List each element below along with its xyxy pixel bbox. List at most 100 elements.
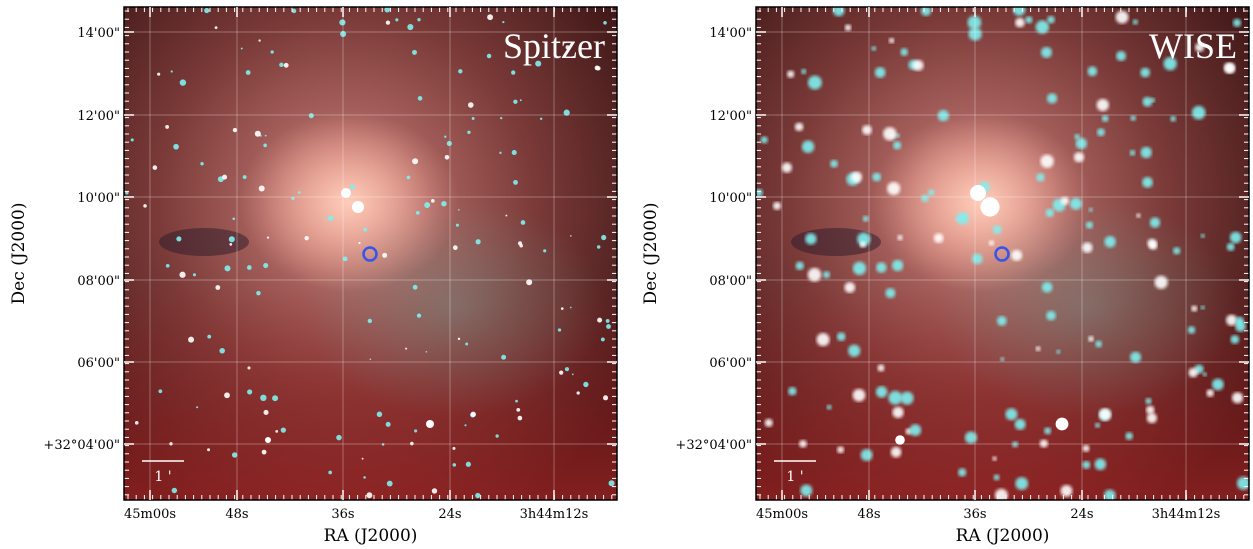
y-tick-label: 14'00" [709, 26, 752, 41]
star [852, 388, 866, 402]
star [179, 271, 186, 278]
star [291, 196, 295, 201]
sky-image [124, 7, 617, 500]
star [933, 233, 944, 244]
star [535, 60, 542, 67]
star [1015, 477, 1029, 490]
x-tick-label: 24s [1070, 507, 1093, 522]
star [430, 199, 435, 203]
star [342, 256, 348, 262]
star [452, 245, 458, 251]
star [444, 154, 450, 160]
star [272, 395, 279, 402]
star [756, 188, 763, 197]
star [467, 130, 471, 135]
star [431, 488, 438, 494]
star [1082, 444, 1090, 452]
star [996, 316, 1007, 326]
star [1088, 207, 1093, 212]
star [395, 18, 399, 22]
star [1145, 397, 1152, 405]
star [1074, 133, 1081, 140]
star [1047, 15, 1055, 24]
bright-star [426, 420, 434, 428]
star [1088, 335, 1094, 342]
star [1012, 441, 1019, 448]
star [605, 319, 610, 323]
frame [755, 6, 1250, 501]
star [263, 143, 267, 148]
star [169, 442, 173, 446]
y-tick-label: 06'00" [709, 356, 752, 371]
star [1014, 418, 1026, 430]
star [446, 140, 452, 147]
star [608, 480, 615, 487]
star [487, 14, 494, 21]
star [569, 234, 572, 237]
x-tick-label: 36s [331, 507, 354, 522]
star [505, 214, 508, 217]
x-axis-label: RA (J2000) [324, 526, 418, 546]
star [232, 127, 238, 133]
star [464, 424, 467, 427]
star [245, 70, 251, 75]
star [826, 404, 832, 410]
star [1146, 412, 1158, 424]
star [261, 449, 267, 455]
star [1046, 310, 1056, 321]
star [993, 474, 1000, 481]
star [877, 364, 885, 372]
bright-star [895, 435, 905, 445]
star [207, 448, 211, 452]
y-tick-label: 12'00" [77, 109, 120, 124]
star [176, 236, 182, 242]
star [381, 443, 385, 446]
star [1015, 17, 1025, 28]
star [895, 133, 900, 138]
star [1082, 460, 1091, 469]
star [376, 411, 383, 417]
star [1170, 115, 1177, 122]
star [958, 468, 967, 477]
star [297, 191, 301, 194]
star [563, 109, 570, 116]
star [1041, 46, 1052, 58]
star [475, 239, 481, 245]
star [224, 265, 231, 272]
star [339, 19, 346, 26]
star [1173, 247, 1181, 255]
star [240, 47, 243, 50]
x-axis-label: RA (J2000) [956, 526, 1050, 546]
star [165, 125, 170, 129]
panel: Spitzer 1 ' 14'00" 12'00" 10'00" 08'00" 06'00"… [9, 6, 618, 546]
star [1129, 150, 1136, 156]
star [441, 200, 447, 207]
panel-title: WISE [1149, 26, 1237, 66]
star [1036, 173, 1045, 182]
star [452, 463, 457, 467]
star [467, 102, 474, 108]
star [367, 318, 372, 324]
star [600, 337, 605, 342]
star [143, 204, 147, 208]
bright-star [341, 188, 351, 198]
bright-core [239, 112, 459, 292]
star [1060, 196, 1069, 205]
star [242, 175, 247, 179]
star [988, 240, 995, 246]
star [560, 307, 564, 310]
bright-star [970, 185, 986, 201]
star [470, 411, 476, 418]
star [805, 233, 817, 245]
sky-image [756, 7, 1249, 500]
star [603, 395, 609, 401]
star [1231, 392, 1244, 404]
star [263, 409, 269, 415]
star [283, 62, 289, 68]
star [499, 151, 502, 155]
star [773, 201, 782, 210]
star [1101, 115, 1109, 122]
star [1060, 484, 1073, 497]
star [171, 487, 178, 494]
star [1095, 340, 1103, 348]
